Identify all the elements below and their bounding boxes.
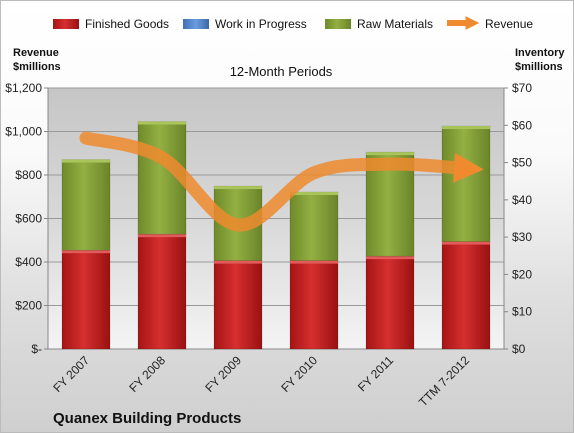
bar-finished-goods: [289, 260, 339, 350]
bar-raw-materials: [441, 125, 491, 242]
bar-cap-raw-materials: [290, 192, 338, 196]
revenue-line: [79, 131, 484, 232]
right-tick-label: $70: [512, 81, 532, 95]
category-labels: FY 2007 FY 2008 FY 2009 FY 2010 FY 2011 TTM 7…: [50, 353, 472, 409]
left-tick-label: $1,000: [5, 125, 42, 139]
category-label: FY 2010: [278, 353, 320, 395]
left-tick-label: $400: [15, 255, 42, 269]
legend: Finished Goods Work in Progress Raw Mate…: [53, 16, 533, 31]
bar-cap-raw-materials: [214, 186, 262, 190]
right-axis-title-line2: $millions: [515, 61, 563, 73]
category-label: FY 2011: [355, 353, 396, 394]
revenue-line-group: [79, 131, 484, 232]
left-axis-ticks: $- $200 $400 $600 $800 $1,000 $1,200: [5, 81, 49, 356]
bar-cap-finished-goods: [290, 260, 338, 264]
bar-cap-raw-materials: [366, 152, 414, 156]
right-tick-label: $30: [512, 230, 532, 244]
category-label: FY 2007: [50, 353, 92, 395]
left-tick-label: $200: [15, 299, 42, 313]
bar-finished-goods: [137, 233, 187, 350]
left-tick-label: $-: [31, 342, 42, 356]
chart-subtitle: 12-Month Periods: [230, 64, 333, 79]
bar-finished-goods: [61, 249, 111, 350]
category-label: FY 2008: [126, 353, 168, 395]
left-axis-title-line1: Revenue: [13, 47, 59, 59]
legend-swatch-raw-materials: [325, 19, 351, 29]
bar-finished-goods: [441, 241, 491, 350]
right-tick-label: $60: [512, 118, 532, 132]
legend-swatch-work-in-progress: [183, 19, 209, 29]
left-tick-label: $600: [15, 212, 42, 226]
legend-label-raw-materials: Raw Materials: [357, 17, 433, 31]
legend-label-revenue: Revenue: [485, 17, 533, 31]
company-name: Quanex Building Products: [53, 410, 241, 427]
right-tick-label: $20: [512, 267, 532, 281]
bar-cap-finished-goods: [62, 250, 110, 254]
left-tick-label: $800: [15, 168, 42, 182]
bar-cap-raw-materials: [138, 121, 186, 125]
right-tick-label: $10: [512, 305, 532, 319]
bar-cap-raw-materials: [442, 126, 490, 130]
legend-label-finished-goods: Finished Goods: [85, 17, 169, 31]
right-tick-label: $50: [512, 156, 532, 170]
left-tick-label: $1,200: [5, 81, 42, 95]
bar-cap-finished-goods: [442, 241, 490, 245]
bar-cap-finished-goods: [214, 260, 262, 264]
legend-label-work-in-progress: Work in Progress: [215, 17, 307, 31]
category-label: FY 2009: [202, 353, 244, 395]
bar-cap-finished-goods: [366, 256, 414, 260]
right-tick-label: $0: [512, 342, 526, 356]
bar-raw-materials: [61, 159, 111, 251]
right-tick-label: $40: [512, 193, 532, 207]
bar-raw-materials: [289, 191, 339, 261]
bar-finished-goods: [365, 255, 415, 350]
bar-cap-finished-goods: [138, 234, 186, 238]
legend-swatch-finished-goods: [53, 19, 79, 29]
bar-finished-goods: [213, 260, 263, 350]
category-label: TTM 7-2012: [416, 353, 472, 409]
right-axis-title-line1: Inventory: [515, 47, 565, 59]
left-axis-title-line2: $millions: [13, 61, 61, 73]
right-axis-ticks: $0 $10 $20 $30 $40 $50 $60 $70: [48, 81, 532, 356]
bar-cap-raw-materials: [62, 159, 110, 163]
